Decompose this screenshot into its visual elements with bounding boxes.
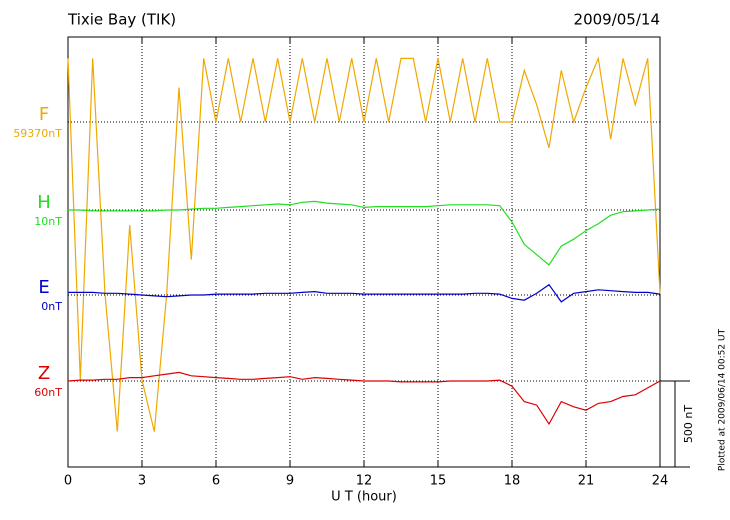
- x-tick-label: 6: [212, 474, 220, 489]
- scale-bar-label: 500 nT: [682, 405, 695, 443]
- x-tick-label: 9: [286, 474, 294, 489]
- series-line: [68, 200, 661, 266]
- series-line: [68, 283, 661, 303]
- plot-note: Plotted at 2009/06/14 00:52 UT: [718, 328, 728, 471]
- series-offset: 10nT: [34, 215, 62, 228]
- series-name: Z: [38, 363, 50, 384]
- series-line: [67, 56, 661, 432]
- series-offset: 59370nT: [13, 127, 62, 140]
- series-line: [67, 371, 661, 426]
- x-tick-label: 0: [64, 474, 72, 489]
- x-tick-label: 24: [652, 474, 669, 489]
- series-offset: 0nT: [41, 300, 62, 313]
- x-tick-label: 3: [138, 474, 146, 489]
- x-tick-label: 21: [578, 474, 595, 489]
- series-name: F: [39, 104, 49, 125]
- x-axis-label: U T (hour): [331, 490, 397, 505]
- chart-title: Tixie Bay (TIK): [67, 11, 176, 29]
- x-tick-label: 18: [504, 474, 521, 489]
- x-tick-label: 12: [356, 474, 373, 489]
- series-name: E: [38, 277, 49, 298]
- series-offset: 60nT: [34, 386, 62, 399]
- x-tick-label: 15: [430, 474, 447, 489]
- series-name: H: [37, 192, 51, 213]
- chart-date: 2009/05/14: [574, 11, 660, 29]
